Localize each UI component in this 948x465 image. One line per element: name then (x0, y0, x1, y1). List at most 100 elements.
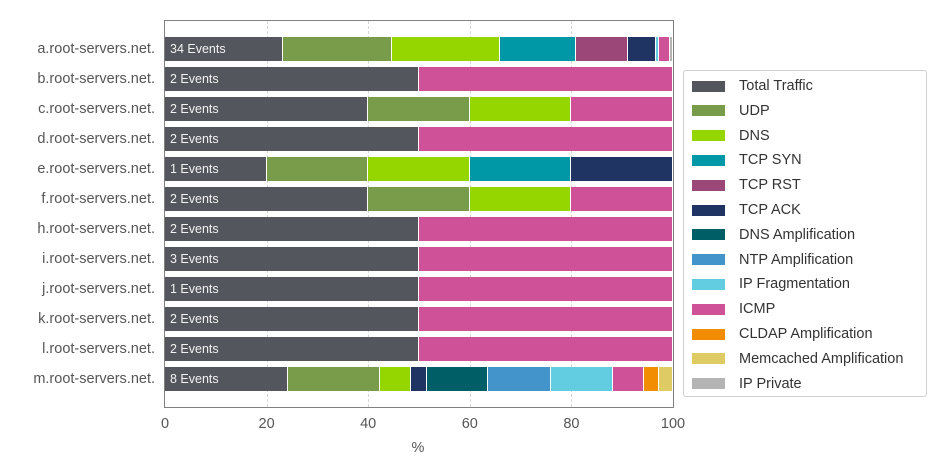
x-tick-label: 20 (258, 416, 275, 432)
x-tick-label: 60 (461, 416, 478, 432)
legend-label: DNS (739, 127, 770, 144)
legend-label: NTP Amplification (739, 251, 854, 268)
legend-label: Total Traffic (739, 78, 813, 94)
y-tick-label: f.root-servers.net. (41, 191, 155, 207)
bar-segment (165, 247, 419, 271)
bar-segment (419, 307, 673, 331)
event-count-label: 3 Events (170, 252, 219, 266)
legend-label: UDP (739, 102, 770, 119)
plot-area: 34 Events 2 Events 2 Events 2 Events 1 Event… (164, 20, 674, 408)
legend-item: Memcached Amplification (692, 349, 903, 369)
y-tick-label: c.root-servers.net. (38, 101, 155, 117)
bar-segment (380, 367, 412, 391)
bar-row: 34 Events (165, 37, 673, 61)
legend-item: ICMP (692, 299, 775, 319)
event-count-label: 34 Events (170, 42, 226, 56)
legend-swatch (692, 378, 725, 390)
event-count-label: 2 Events (170, 192, 219, 206)
event-count-label: 2 Events (170, 342, 219, 356)
legend-item: TCP ACK (692, 200, 801, 220)
bar-segment (368, 187, 470, 211)
y-tick-label: j.root-servers.net. (42, 281, 155, 297)
legend-swatch (692, 353, 725, 365)
event-count-label: 2 Events (170, 72, 219, 86)
y-tick-label: m.root-servers.net. (33, 371, 155, 387)
bar-segment (551, 367, 613, 391)
legend-swatch (692, 229, 725, 241)
bar-row: 3 Events (165, 247, 673, 271)
bar-row: 2 Events (165, 67, 673, 91)
bar-segment (419, 67, 673, 91)
bar-segment (500, 37, 576, 61)
bar-segment (165, 97, 369, 121)
legend-swatch (692, 80, 725, 92)
bar-row: 2 Events (165, 307, 673, 331)
legend-label: TCP ACK (739, 202, 801, 218)
x-tick-label: 100 (660, 416, 686, 432)
bar-row: 2 Events (165, 97, 673, 121)
legend-swatch (692, 303, 725, 315)
bar-segment (368, 97, 470, 121)
bar-segment (655, 37, 659, 61)
y-tick-label: a.root-servers.net. (37, 41, 155, 57)
event-count-label: 2 Events (170, 222, 219, 236)
bar-segment (283, 37, 392, 61)
bar-segment (165, 67, 419, 91)
legend-label: TCP RST (739, 177, 801, 194)
bar-segment (419, 247, 673, 271)
bar-segment (287, 367, 381, 391)
legend-item: Total Traffic (692, 76, 813, 96)
legend-item: TCP RST (692, 175, 801, 195)
y-tick-label: b.root-servers.net. (37, 71, 155, 87)
y-tick-label: i.root-servers.net. (42, 251, 155, 267)
bar-segment (669, 37, 673, 61)
legend-swatch (692, 105, 725, 117)
bar-row: 2 Events (165, 127, 673, 151)
event-count-label: 8 Events (170, 372, 219, 386)
legend-label: IP Fragmentation (739, 276, 850, 293)
legend: Total Traffic UDP DNS TCP SYN TCP RST TCP ACK… (683, 70, 927, 397)
bar-segment (658, 367, 673, 391)
bar-segment (165, 217, 419, 241)
bar-segment (368, 157, 470, 181)
legend-label: ICMP (739, 301, 776, 318)
bar-segment (469, 187, 572, 211)
bar-segment (165, 37, 284, 61)
bar-segment (571, 187, 673, 211)
legend-label: IP Private (739, 375, 802, 392)
y-tick-label: l.root-servers.net. (42, 341, 155, 357)
legend-swatch (692, 179, 725, 191)
bar-segment (627, 37, 656, 61)
bar-segment (469, 157, 572, 181)
event-count-label: 2 Events (170, 132, 219, 146)
bar-segment (165, 307, 419, 331)
bar-row: 1 Events (165, 277, 673, 301)
legend-item: UDP (692, 101, 770, 121)
bar-row: 8 Events (165, 367, 673, 391)
gridline (571, 21, 573, 407)
legend-item: DNS (692, 126, 770, 146)
bar-row: 2 Events (165, 337, 673, 361)
bar-segment (419, 127, 673, 151)
legend-item: IP Private (692, 374, 802, 394)
bar-segment (266, 157, 369, 181)
y-tick-label: h.root-servers.net. (37, 221, 155, 237)
legend-swatch (692, 278, 725, 290)
bar-segment (165, 367, 288, 391)
legend-item: DNS Amplification (692, 225, 855, 245)
x-tick-label: 0 (160, 416, 170, 432)
x-tick-label: 80 (563, 416, 580, 432)
bar-segment (469, 97, 572, 121)
bar-segment (419, 337, 673, 361)
bar-row: 2 Events (165, 217, 673, 241)
legend-item: IP Fragmentation (692, 274, 850, 294)
legend-item: NTP Amplification (692, 250, 853, 270)
bar-segment (165, 277, 419, 301)
x-axis-label: % (411, 440, 425, 456)
bar-segment (165, 187, 369, 211)
legend-swatch (692, 254, 725, 266)
y-tick-label: e.root-servers.net. (37, 161, 155, 177)
event-count-label: 1 Events (170, 282, 219, 296)
legend-item: TCP SYN (692, 150, 802, 170)
x-tick-label: 40 (360, 416, 377, 432)
